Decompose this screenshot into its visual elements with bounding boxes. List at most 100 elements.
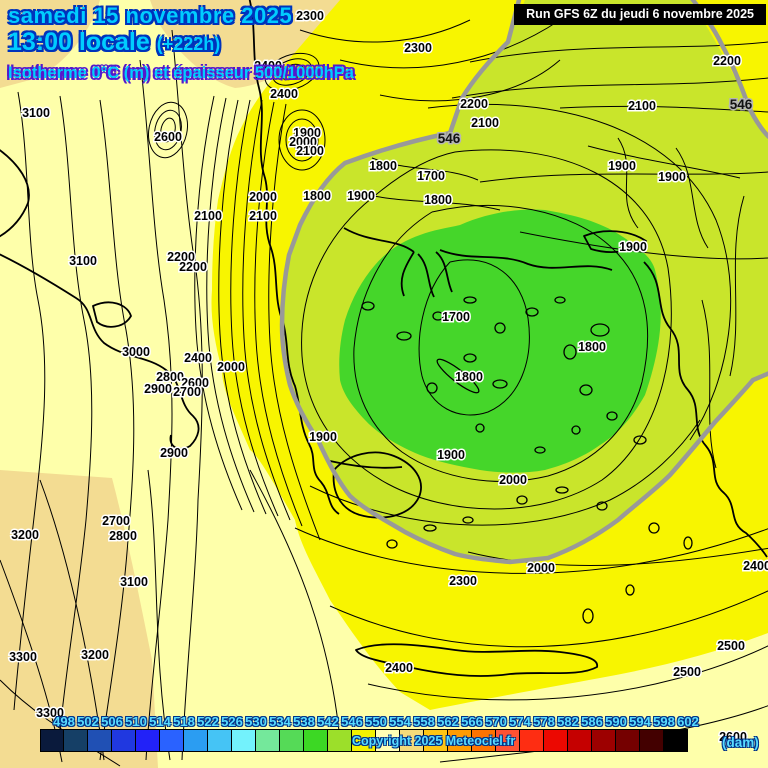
contour-label: 2900 xyxy=(144,382,172,396)
colorbar-tick-label: 598 xyxy=(653,714,675,729)
colorbar-tick-label: 518 xyxy=(173,714,195,729)
colorbar-tick-label: 502 xyxy=(77,714,99,729)
date-text: samedi 15 novembre 2025 xyxy=(8,3,293,28)
colorbar-cell xyxy=(64,729,88,752)
contour-label: 3000 xyxy=(122,345,150,359)
islands xyxy=(361,296,693,624)
contour-label: 2600 xyxy=(181,376,209,390)
contour-label: 2000 xyxy=(249,190,277,204)
contour-label: 2300 xyxy=(296,9,324,23)
contour-label: 2200 xyxy=(167,250,195,264)
contour-label: 1800 xyxy=(578,340,606,354)
colorbar-cell xyxy=(352,729,376,752)
contour-label: 2900 xyxy=(160,446,188,460)
contour-label: 3300 xyxy=(36,706,64,720)
colorbar-tick-label: 550 xyxy=(365,714,387,729)
contour-label: 2800 xyxy=(109,529,137,543)
colorbar-unit: (dam) xyxy=(722,735,759,750)
contour-label: 2400 xyxy=(743,559,768,573)
contour-label: 1900 xyxy=(608,159,636,173)
colorbar-cell xyxy=(136,729,160,752)
contour-label: 2600 xyxy=(719,730,747,744)
contour-label: 3100 xyxy=(69,254,97,268)
colorbar-tick-label: 574 xyxy=(509,714,531,729)
colorbar-cell xyxy=(520,729,544,752)
colorbar-tick-label: 602 xyxy=(677,714,699,729)
contour-label: 2500 xyxy=(673,665,701,679)
forecast-offset-text: (+222h) xyxy=(156,34,221,55)
local-time-text: 13:00 locale xyxy=(8,28,150,57)
colorbar-tick-label: 542 xyxy=(317,714,339,729)
contour-label: 1900 xyxy=(658,170,686,184)
contour-label: 2200 xyxy=(713,54,741,68)
colorbar-cell xyxy=(544,729,568,752)
colorbar-cells xyxy=(40,729,688,752)
colorbar-cell xyxy=(280,729,304,752)
colorbar-tick-label: 582 xyxy=(557,714,579,729)
contour-label: 2000 xyxy=(289,135,317,149)
contour-label: 546 xyxy=(730,97,753,112)
colorbar-cell xyxy=(328,729,352,752)
contour-label: 1900 xyxy=(347,189,375,203)
colorbar-tick-label: 514 xyxy=(149,714,171,729)
contour-label: 3100 xyxy=(22,106,50,120)
colorbar-tick-label: 498 xyxy=(53,714,75,729)
contour-label: 2400 xyxy=(184,351,212,365)
contour-label: 3200 xyxy=(81,648,109,662)
colorbar-cell xyxy=(568,729,592,752)
contour-label: 1900 xyxy=(293,126,321,140)
colorbar-cell xyxy=(160,729,184,752)
colorbar-tick-label: 546 xyxy=(341,714,363,729)
colorbar-cell xyxy=(616,729,640,752)
colorbar-tick-label: 590 xyxy=(605,714,627,729)
contour-label: 546 xyxy=(438,131,461,146)
contour-label: 3300 xyxy=(9,650,37,664)
contour-label: 2000 xyxy=(499,473,527,487)
contour-label: 2100 xyxy=(471,116,499,130)
contour-label: 3200 xyxy=(11,528,39,542)
contour-label: 2300 xyxy=(404,41,432,55)
colorbar-tick-label: 530 xyxy=(245,714,267,729)
colorbar-tick-label: 526 xyxy=(221,714,243,729)
colorbar-tick-label: 506 xyxy=(101,714,123,729)
colorbar-cell xyxy=(112,729,136,752)
contour-label: 2100 xyxy=(249,209,277,223)
map-header: samedi 15 novembre 2025 13:00 locale (+2… xyxy=(8,4,292,55)
contour-label: 1700 xyxy=(442,310,470,324)
colorbar-tick-label: 586 xyxy=(581,714,603,729)
contour-label: 2300 xyxy=(449,574,477,588)
contour-label: 1800 xyxy=(455,370,483,384)
time-text: 13:00 locale (+222h) xyxy=(8,29,292,55)
contour-label: 3100 xyxy=(120,575,148,589)
colorbar-cell xyxy=(424,729,448,752)
colorbar-tick-label: 534 xyxy=(269,714,291,729)
colorbar-tick-label: 522 xyxy=(197,714,219,729)
contour-label: 2000 xyxy=(217,360,245,374)
colorbar-cell xyxy=(592,729,616,752)
copyright-text: Copyright 2025 Meteociel.fr xyxy=(352,734,516,748)
contour-label: 2100 xyxy=(194,209,222,223)
colorbar-tick-label: 562 xyxy=(437,714,459,729)
colorbar-cell xyxy=(184,729,208,752)
colorbar-cell xyxy=(640,729,664,752)
colorbar-cell xyxy=(376,729,400,752)
parameter-subtitle: Isotherme 0°C (m) et épaisseur 500/1000h… xyxy=(8,64,354,82)
contour-label: 2000 xyxy=(527,561,555,575)
region-green xyxy=(339,209,661,473)
contour-label: 1900 xyxy=(437,448,465,462)
colorbar: 498 502 506 510 514 518 522 526 530 534 538 542 546 5… xyxy=(40,714,740,768)
contour-label: 2800 xyxy=(156,370,184,384)
colorbar-tick-label: 538 xyxy=(293,714,315,729)
colorbar-cell xyxy=(448,729,472,752)
colorbar-cell xyxy=(88,729,112,752)
colorbar-tick-label: 510 xyxy=(125,714,147,729)
contour-label: 2100 xyxy=(628,99,656,113)
colorbar-cell xyxy=(40,729,64,752)
contour-label: 1900 xyxy=(309,430,337,444)
colorbar-tick-label: 578 xyxy=(533,714,555,729)
colorbar-cell xyxy=(400,729,424,752)
run-info-box: Run GFS 6Z du jeudi 6 novembre 2025 xyxy=(514,4,766,25)
